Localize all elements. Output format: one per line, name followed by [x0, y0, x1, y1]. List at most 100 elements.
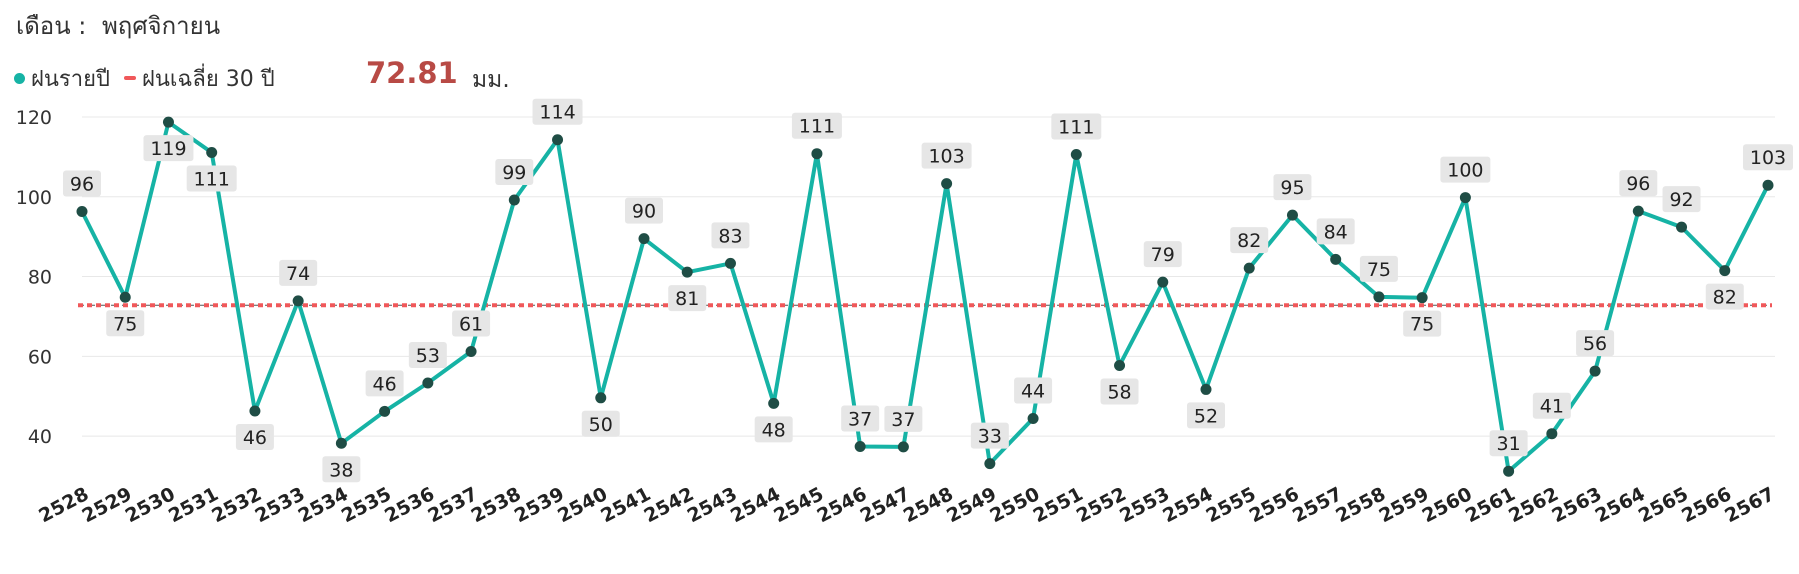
data-label-bg — [186, 165, 237, 192]
data-label-text: 52 — [1194, 405, 1218, 427]
data-label: 114 — [532, 98, 583, 125]
x-tick-label: 2567 — [1721, 483, 1778, 527]
data-label-text: 96 — [70, 174, 94, 196]
data-label-bg — [1619, 170, 1658, 197]
data-point — [897, 441, 909, 453]
data-label-bg — [63, 170, 101, 197]
data-label-bg — [884, 405, 923, 432]
data-label-bg — [841, 405, 880, 432]
data-labels: 96 75 119 111 46 74 38 46 53 61 99 114 50 90 81 83 48 111… — [63, 98, 1793, 483]
data-label: 96 — [1619, 170, 1658, 197]
data-point — [638, 233, 650, 245]
data-label: 95 — [1273, 174, 1312, 201]
data-point — [1719, 265, 1731, 277]
data-label-text: 119 — [150, 138, 186, 160]
data-label-text: 46 — [243, 427, 267, 449]
data-label-bg — [1143, 241, 1182, 268]
data-label-bg — [1187, 402, 1225, 429]
data-point — [119, 291, 131, 303]
data-label-text: 56 — [1583, 333, 1607, 355]
data-label-bg — [581, 410, 620, 437]
data-label: 37 — [884, 405, 923, 432]
data-label: 111 — [791, 112, 842, 139]
data-label-text: 99 — [502, 162, 526, 184]
data-label-text: 75 — [113, 313, 137, 335]
data-label: 44 — [1014, 377, 1053, 404]
data-label-bg — [235, 423, 274, 450]
data-label-bg — [452, 310, 491, 337]
data-label-bg — [495, 158, 534, 185]
data-point — [422, 377, 434, 389]
data-point — [941, 178, 953, 190]
data-label-text: 90 — [632, 201, 656, 223]
data-label-text: 111 — [799, 116, 835, 138]
data-label-bg — [668, 285, 707, 312]
data-label-bg — [1230, 227, 1269, 254]
data-label: 100 — [1440, 156, 1491, 183]
data-label-bg — [1743, 144, 1793, 171]
data-label: 119 — [143, 135, 194, 162]
data-point — [1589, 365, 1601, 377]
data-label: 99 — [495, 158, 534, 185]
series-group — [76, 116, 1774, 477]
data-label-text: 111 — [1058, 116, 1094, 138]
y-tick-label: 60 — [28, 346, 52, 368]
data-label-text: 82 — [1237, 230, 1261, 252]
data-label-bg — [1014, 377, 1053, 404]
y-tick-label: 40 — [28, 426, 52, 448]
data-point — [1632, 205, 1644, 217]
data-label-bg — [1440, 156, 1491, 183]
y-tick-label: 100 — [16, 187, 52, 209]
data-label-text: 100 — [1447, 160, 1483, 182]
data-label-text: 82 — [1713, 287, 1737, 309]
data-label-text: 81 — [675, 288, 699, 310]
data-label: 81 — [668, 285, 707, 312]
data-label-bg — [106, 310, 145, 337]
data-label: 37 — [841, 405, 880, 432]
data-label-text: 103 — [1750, 147, 1786, 169]
data-label-bg — [1051, 113, 1102, 140]
data-label: 48 — [754, 416, 793, 443]
data-label-text: 111 — [194, 168, 230, 190]
data-label: 46 — [365, 370, 404, 397]
data-label: 61 — [452, 310, 491, 337]
average-unit: มม. — [472, 67, 510, 93]
data-label: 111 — [1051, 113, 1102, 140]
data-label-bg — [1100, 378, 1139, 405]
data-point — [1762, 179, 1774, 191]
data-label-bg — [365, 370, 404, 397]
data-label: 75 — [1403, 310, 1442, 337]
data-label-text: 84 — [1324, 221, 1348, 243]
data-label-text: 83 — [718, 225, 742, 247]
data-label: 96 — [63, 170, 101, 197]
data-point — [1676, 221, 1688, 233]
average-value: 72.81 — [366, 56, 458, 90]
data-label: 75 — [106, 310, 145, 337]
data-point — [1157, 276, 1169, 288]
data-label-text: 95 — [1280, 177, 1304, 199]
data-point — [1373, 291, 1385, 303]
legend-item-average[interactable]: ฝนเฉลี่ย 30 ปี — [123, 61, 275, 96]
data-label: 90 — [625, 197, 663, 224]
data-label-text: 31 — [1497, 433, 1521, 455]
data-label: 74 — [279, 259, 318, 286]
data-point — [1503, 465, 1515, 477]
series-line — [80, 120, 1770, 474]
data-label-bg — [532, 98, 583, 125]
legend-item-annual[interactable]: ฝนรายปี — [14, 61, 110, 96]
chart-legend: ฝนรายปี ฝนเฉลี่ย 30 ปี — [14, 60, 289, 96]
data-label-text: 41 — [1540, 396, 1564, 418]
data-point — [76, 206, 88, 218]
month-value: พฤศจิกายน — [101, 12, 221, 40]
data-label-bg — [322, 456, 361, 483]
data-label-text: 33 — [978, 426, 1002, 448]
data-label-text: 53 — [416, 345, 440, 367]
data-point — [1070, 148, 1082, 160]
data-label-text: 37 — [891, 409, 915, 431]
data-label-text: 38 — [329, 459, 353, 481]
data-point — [465, 346, 477, 358]
data-label-bg — [921, 142, 972, 169]
data-label: 41 — [1532, 392, 1571, 419]
legend-dash-icon — [123, 76, 136, 80]
data-label-bg — [754, 416, 793, 443]
